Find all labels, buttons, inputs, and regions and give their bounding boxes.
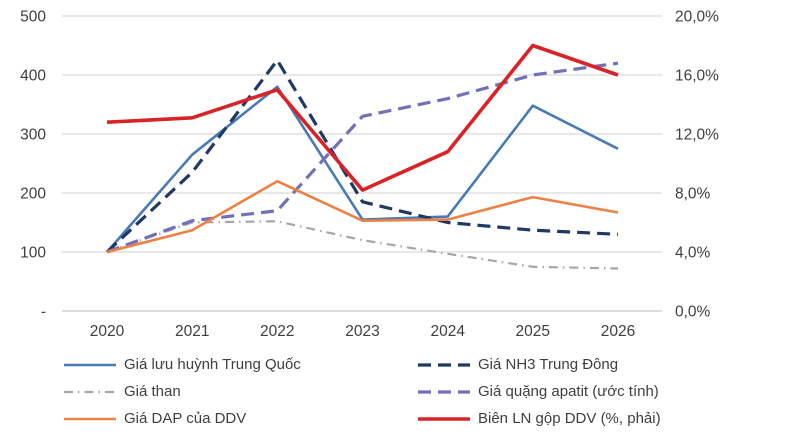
left-axis-tick: 400 <box>20 68 46 85</box>
right-axis-tick: 0,0% <box>675 304 711 321</box>
legend-label: Giá lưu huỳnh Trung Quốc <box>124 356 301 373</box>
chart-legend: Giá lưu huỳnh Trung Quốc Giá than Giá DAP … <box>0 351 795 432</box>
right-axis-tick: 16,0% <box>675 68 719 85</box>
legend-line-swatch-icon <box>64 417 116 420</box>
legend-line-swatch-icon <box>64 390 116 393</box>
legend-line-swatch-icon <box>64 363 116 366</box>
x-axis-tick: 2022 <box>260 323 294 340</box>
right-axis-tick: 4,0% <box>675 245 711 262</box>
x-axis-tick: 2024 <box>430 323 465 340</box>
line-chart-svg: 500 400 300 200 100 - 20,0% 16,0% 12,0% 8,0% 4,0% 0… <box>20 9 719 341</box>
x-axis-tick: 2020 <box>90 323 125 340</box>
series-line-2 <box>106 220 619 270</box>
series-line-3 <box>106 61 619 254</box>
left-axis-tick: 100 <box>20 245 46 262</box>
legend-label: Giá quặng apatit (ước tính) <box>478 383 659 400</box>
legend-label: Giá NH3 Trung Đông <box>478 356 619 373</box>
legend-item-1: Giá NH3 Trung Đông <box>418 351 795 378</box>
legend-line-swatch-icon <box>418 416 470 421</box>
legend-line-swatch-icon <box>418 389 470 394</box>
right-axis-tick: 20,0% <box>675 9 719 26</box>
series-line-1 <box>105 58 619 254</box>
legend-label: Biên LN gộp DDV (%, phải) <box>478 410 661 427</box>
x-axis-tick: 2023 <box>345 323 379 340</box>
right-axis-tick: 12,0% <box>675 127 719 144</box>
legend-item-3: Giá quặng apatit (ước tính) <box>418 378 795 405</box>
series-line-4 <box>106 179 619 254</box>
x-axis-tick: 2025 <box>516 323 550 340</box>
series-line-0 <box>106 85 619 253</box>
right-axis-tick: 8,0% <box>675 186 711 203</box>
legend-label: Giá than <box>124 383 181 400</box>
legend-line-swatch-icon <box>418 362 470 367</box>
legend-item-4: Giá DAP của DDV <box>64 405 418 432</box>
series-line-5 <box>106 43 619 192</box>
legend-item-0: Giá lưu huỳnh Trung Quốc <box>64 351 418 378</box>
legend-column-right: Giá NH3 Trung Đông Giá quặng apatit (ước … <box>418 351 795 432</box>
x-axis-tick: 2021 <box>175 323 209 340</box>
left-axis-tick: 200 <box>20 186 46 203</box>
legend-column-left: Giá lưu huỳnh Trung Quốc Giá than Giá DAP … <box>64 351 418 432</box>
legend-item-2: Giá than <box>64 378 418 405</box>
left-axis-tick: - <box>41 304 46 321</box>
legend-label: Giá DAP của DDV <box>124 410 247 427</box>
left-axis-tick: 300 <box>20 127 46 144</box>
left-axis-tick: 500 <box>20 9 46 26</box>
x-axis-tick: 2026 <box>601 323 635 340</box>
legend-item-5: Biên LN gộp DDV (%, phải) <box>418 405 795 432</box>
